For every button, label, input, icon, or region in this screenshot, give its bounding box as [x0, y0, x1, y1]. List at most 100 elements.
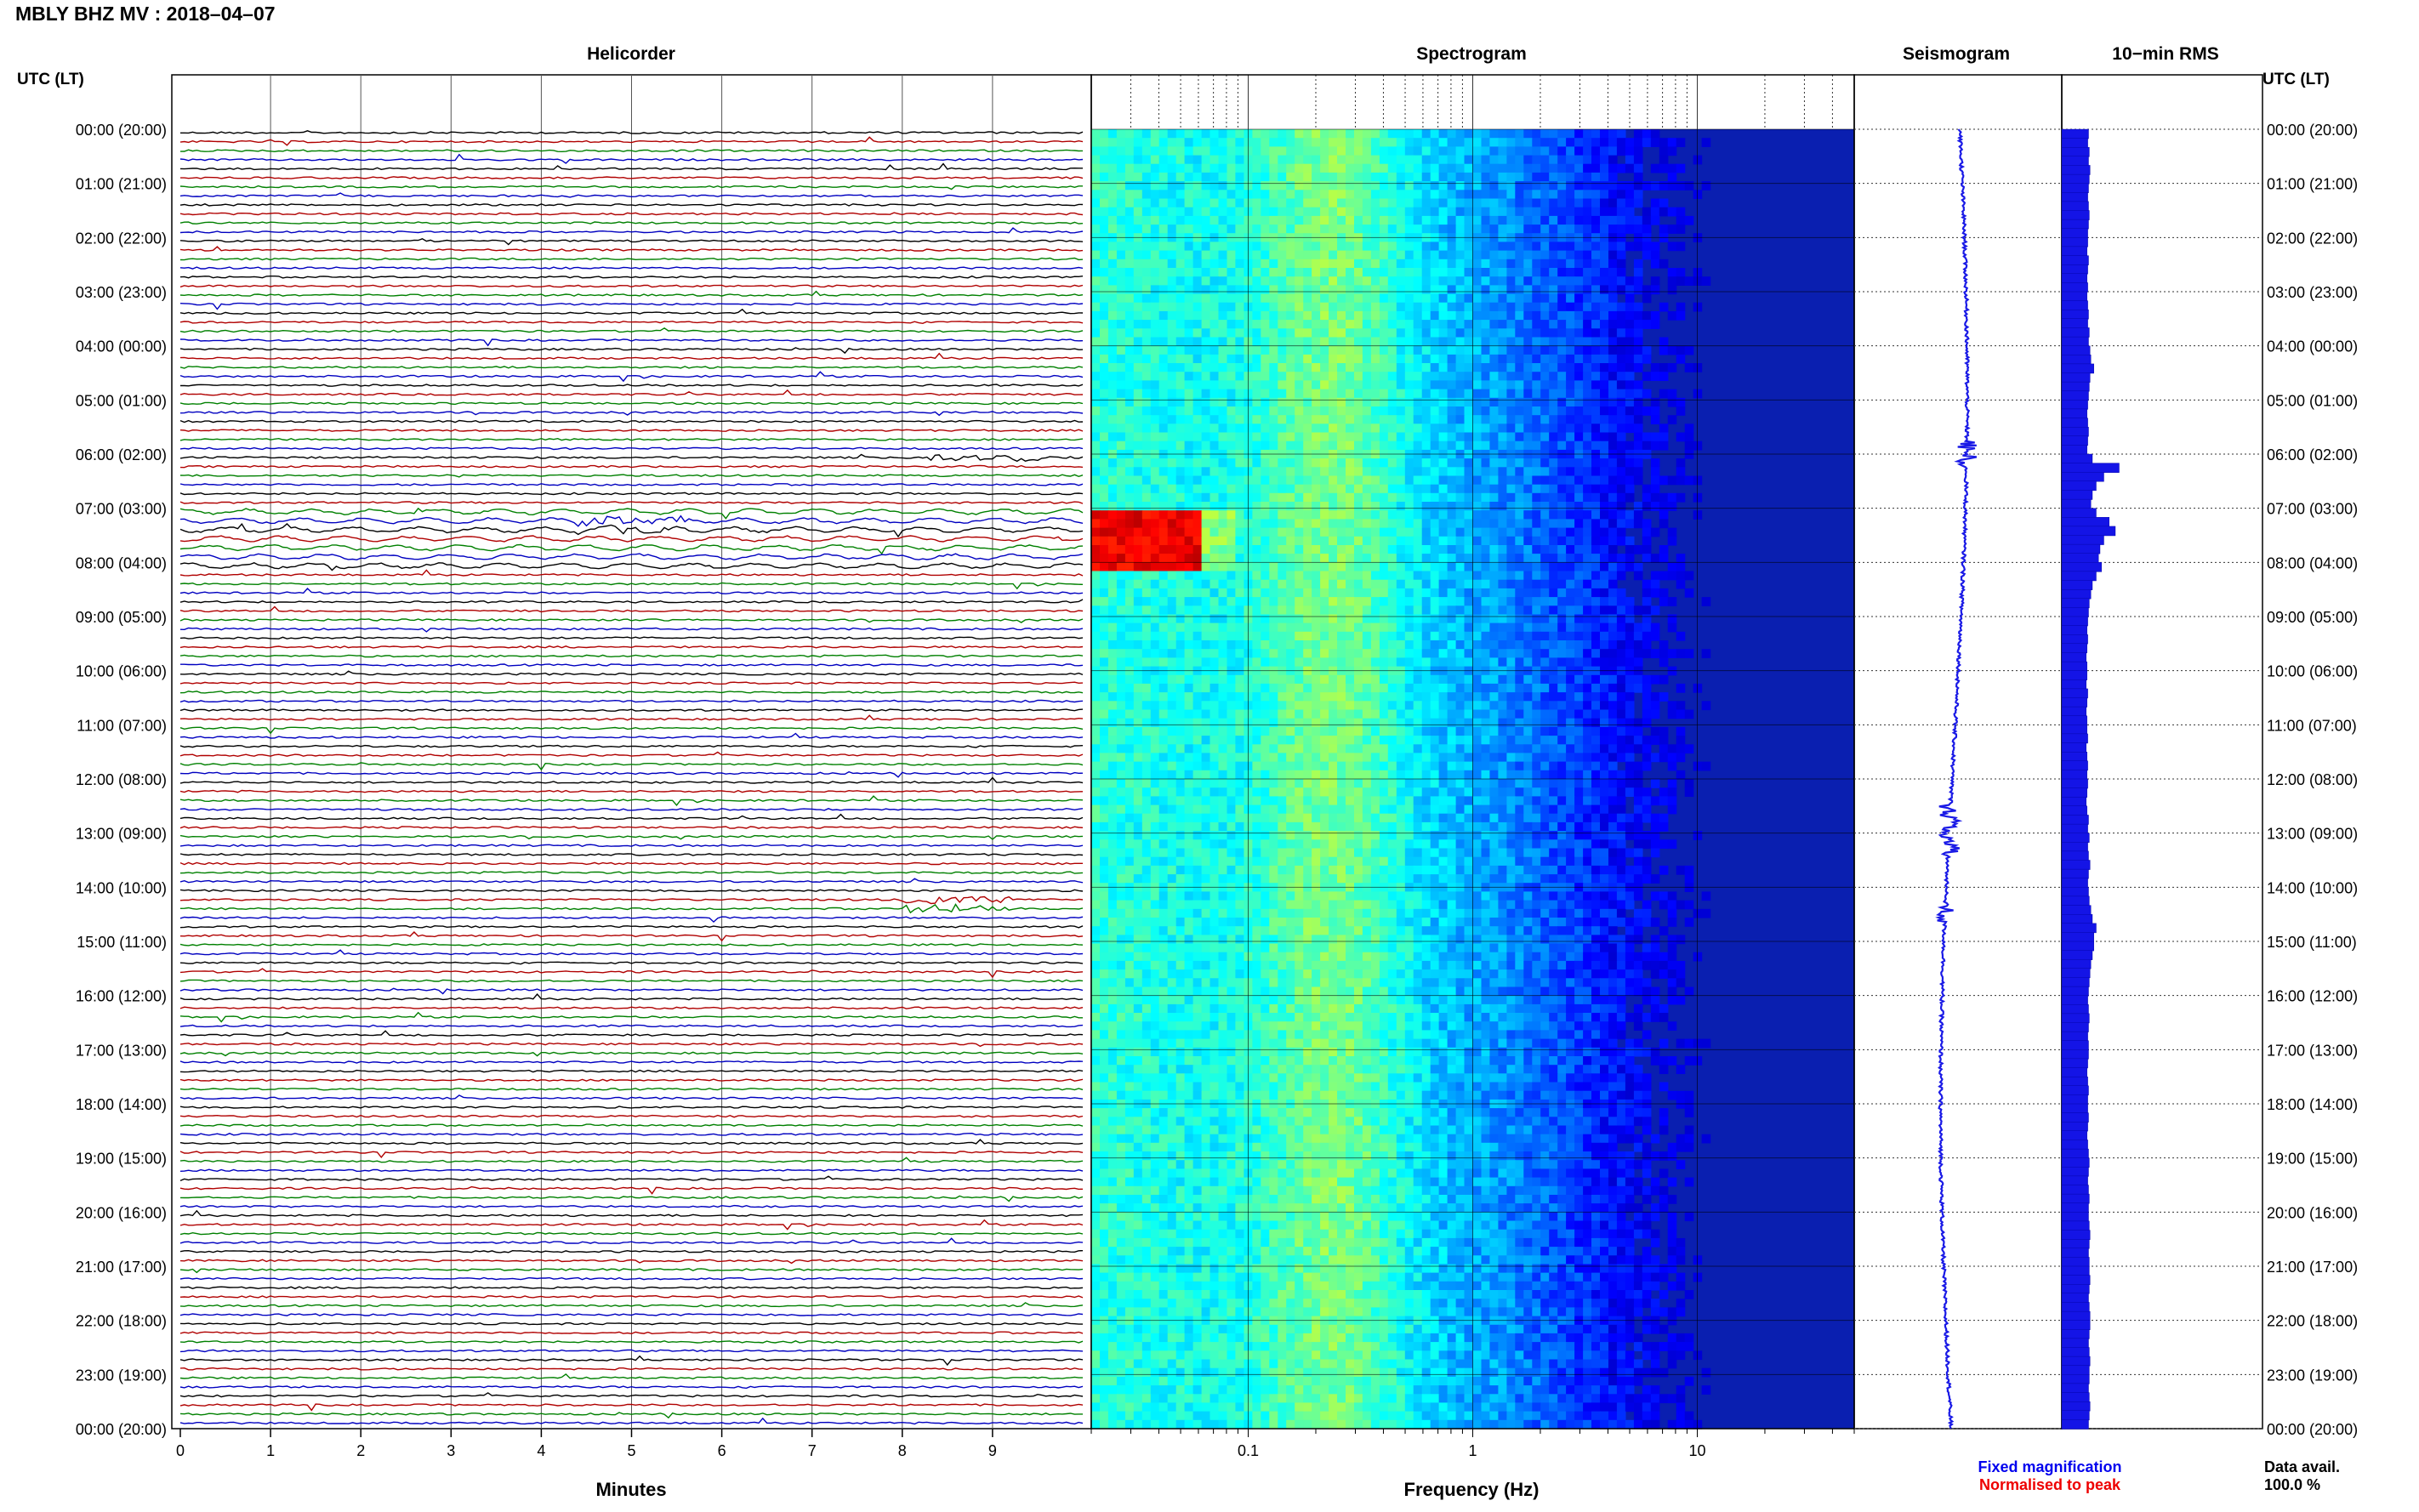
spectrogram-cell — [1557, 484, 1567, 494]
spectrogram-cell — [1413, 310, 1423, 321]
spectrogram-cell — [1489, 432, 1499, 442]
helicorder-trace — [179, 871, 1084, 874]
spectrogram-cell — [1549, 293, 1558, 304]
spectrogram-cell — [1329, 163, 1338, 173]
spectrogram-cell — [1676, 310, 1686, 321]
spectrogram-cell — [1091, 554, 1101, 563]
spectrogram-cell — [1337, 397, 1346, 407]
spectrogram-cell — [1295, 536, 1304, 546]
spectrogram-cell — [1184, 389, 1194, 399]
spectrogram-cell — [1472, 649, 1483, 658]
spectrogram-cell — [1201, 432, 1211, 442]
spectrogram-cell — [1184, 527, 1194, 537]
spectrogram-cell — [1591, 190, 1601, 200]
helicorder-trace — [179, 507, 1084, 520]
spectrogram-cell — [1396, 302, 1406, 312]
spectrogram-cell — [1404, 345, 1414, 355]
spectrogram-cell — [1438, 519, 1449, 529]
spectrogram-cell — [1303, 701, 1312, 711]
spectrogram-cell — [1362, 190, 1372, 200]
spectrogram-cell — [1167, 190, 1177, 200]
spectrogram-cell — [1421, 415, 1431, 424]
helicorder-trace — [179, 916, 1084, 924]
spectrogram-cell — [1116, 536, 1126, 546]
spectrogram-cell — [1421, 475, 1431, 486]
spectrogram-cell — [1523, 372, 1533, 381]
spectrogram-cell — [1481, 649, 1491, 658]
spectrogram-cell — [1447, 293, 1457, 304]
spectrogram-cell — [1354, 467, 1363, 477]
spectrogram-cell — [1210, 207, 1220, 217]
spectrogram-cell — [1515, 441, 1524, 451]
spectrogram-cell — [1549, 718, 1558, 728]
spectrogram-cell — [1320, 354, 1329, 364]
helicorder-trace — [179, 227, 1084, 234]
spectrogram-cell — [1167, 441, 1177, 451]
spectrogram-cell — [1498, 709, 1507, 719]
spectrogram-cell — [1278, 363, 1287, 372]
spectrogram-cell — [1192, 146, 1203, 156]
spectrogram-cell — [1235, 579, 1244, 589]
spectrogram-cell — [1337, 614, 1346, 624]
helicorder-trace — [179, 645, 1084, 649]
spectrogram-cell — [1158, 259, 1169, 269]
spectrogram-cell — [1600, 536, 1609, 546]
spectrogram-cell — [1532, 709, 1541, 719]
spectrogram-cell — [1141, 259, 1152, 269]
spectrogram-cell — [1346, 701, 1355, 711]
spectrogram-cell — [1574, 302, 1584, 312]
spectrogram-cell — [1676, 492, 1686, 503]
spectrogram-cell — [1337, 701, 1346, 711]
spectrogram-cell — [1167, 718, 1177, 728]
spectrogram-cell — [1295, 172, 1304, 182]
spectrogram-cell — [1116, 519, 1126, 529]
spectrogram-cell — [1261, 631, 1270, 641]
spectrogram-cell — [1124, 709, 1135, 719]
spectrogram-cell — [1633, 129, 1643, 139]
spectrogram-cell — [1464, 467, 1474, 477]
spectrogram-cell — [1278, 726, 1287, 736]
spectrogram-cell — [1583, 259, 1592, 269]
spectrogram-cell — [1591, 129, 1601, 139]
spectrogram-cell — [1472, 415, 1483, 424]
spectrogram-cell — [1124, 674, 1135, 685]
spectrogram-cell — [1540, 380, 1550, 390]
spectrogram-cell — [1107, 502, 1118, 511]
spectrogram-cell — [1107, 683, 1118, 693]
spectrogram-cell — [1549, 155, 1558, 165]
spectrogram-cell — [1455, 337, 1466, 347]
spectrogram-cell — [1387, 502, 1397, 511]
spectrogram-cell — [1616, 415, 1626, 424]
spectrogram-cell — [1133, 726, 1143, 736]
spectrogram-cell — [1124, 268, 1135, 277]
spectrogram-cell — [1201, 155, 1211, 165]
spectrogram-cell — [1167, 198, 1177, 208]
spectrogram-cell — [1421, 683, 1431, 693]
helicorder-trace — [179, 238, 1084, 246]
spectrogram-cell — [1235, 268, 1244, 277]
spectrogram-cell — [1252, 423, 1261, 434]
spectrogram-cell — [1438, 554, 1449, 563]
spectrogram-cell — [1167, 475, 1177, 486]
spectrogram-cell — [1549, 458, 1558, 468]
spectrogram-cell — [1566, 285, 1575, 295]
spectrogram-cell — [1404, 709, 1414, 719]
spectrogram-cell — [1286, 709, 1295, 719]
spectrogram-cell — [1540, 146, 1550, 156]
spectrogram-cell — [1184, 554, 1194, 563]
spectrogram-cell — [1667, 492, 1677, 503]
spectrogram-cell — [1269, 155, 1278, 165]
spectrogram-cell — [1557, 709, 1567, 719]
spectrogram-cell — [1600, 597, 1609, 606]
spectrogram-cell — [1616, 640, 1626, 650]
spectrogram-cell — [1455, 285, 1466, 295]
spectrogram-cell — [1464, 622, 1474, 633]
spectrogram-cell — [1158, 190, 1169, 200]
spectrogram-cell — [1506, 536, 1516, 546]
spectrogram-cell — [1464, 415, 1474, 424]
spectrogram-cell — [1175, 709, 1186, 719]
spectrogram-cell — [1379, 337, 1389, 347]
spectrogram-cell — [1608, 207, 1618, 217]
spectrogram-cell — [1312, 588, 1321, 598]
spectrogram-cell — [1261, 614, 1270, 624]
